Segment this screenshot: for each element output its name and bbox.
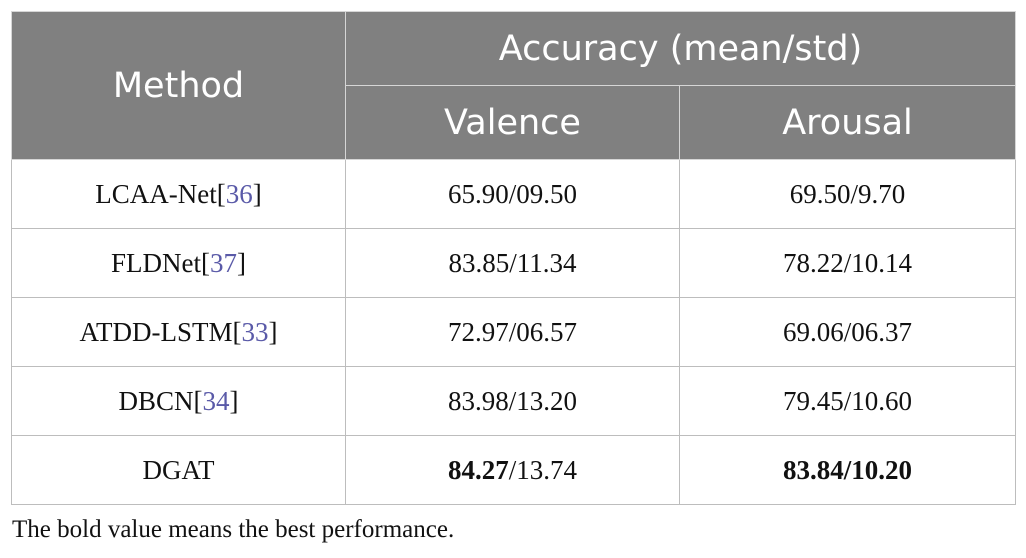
arousal-cell: 79.45/10.60 xyxy=(678,366,1017,436)
method-cell: DBCN[34] xyxy=(11,366,346,436)
table-row: ATDD-LSTM[33] 72.97/06.57 69.06/06.37 xyxy=(11,297,1017,367)
arousal-header: Arousal xyxy=(678,85,1017,160)
method-name: LCAA-Net xyxy=(95,178,217,209)
valence-cell: 84.27/13.74 xyxy=(345,435,680,505)
citation-link[interactable]: 36 xyxy=(225,178,253,209)
method-cell: FLDNet[37] xyxy=(11,228,346,298)
arousal-value: 79.45/10.60 xyxy=(783,385,913,416)
valence-best: 84.27 xyxy=(447,454,509,485)
method-cell: DGAT xyxy=(11,435,346,505)
method-name: DBCN xyxy=(118,385,194,416)
citation-link[interactable]: 33 xyxy=(241,316,269,347)
valence-value: 72.97/06.57 xyxy=(447,316,577,347)
valence-header: Valence xyxy=(345,85,680,160)
citation-link[interactable]: 37 xyxy=(210,247,237,278)
valence-value: /13.74 xyxy=(508,454,577,485)
method-cell: LCAA-Net[36] xyxy=(11,159,346,229)
table-row: DGAT 84.27/13.74 83.84/10.20 xyxy=(11,435,1017,505)
method-cell: ATDD-LSTM[33] xyxy=(11,297,346,367)
arousal-value: 78.22/10.14 xyxy=(783,247,913,278)
arousal-cell: 83.84/10.20 xyxy=(678,435,1017,505)
valence-cell: 72.97/06.57 xyxy=(345,297,680,367)
header-row-sub: Valence Arousal xyxy=(12,85,1017,160)
method-name: DGAT xyxy=(142,454,215,485)
table-body: LCAA-Net[36] 65.90/09.50 69.50/9.70 FLDN… xyxy=(11,159,1017,505)
header-row-top: Method Accuracy (mean/std) xyxy=(11,11,1017,160)
valence-value: 83.98/13.20 xyxy=(447,385,577,416)
citation-link[interactable]: 34 xyxy=(202,385,230,416)
valence-cell: 83.98/13.20 xyxy=(345,366,680,436)
method-name: ATDD-LSTM xyxy=(79,316,233,347)
table-footnote: The bold value means the best performanc… xyxy=(12,516,455,543)
valence-value: 83.85/11.34 xyxy=(448,247,577,278)
accuracy-header: Accuracy (mean/std) xyxy=(344,11,1017,86)
arousal-best: 83.84/10.20 xyxy=(783,454,913,485)
valence-cell: 83.85/11.34 xyxy=(345,228,680,298)
arousal-cell: 69.50/9.70 xyxy=(678,159,1017,229)
arousal-value: 69.50/9.70 xyxy=(789,178,906,209)
table-header: Method Accuracy (mean/std) Valence Arous… xyxy=(11,11,1017,160)
method-header: Method xyxy=(11,11,346,160)
arousal-cell: 78.22/10.14 xyxy=(678,228,1017,298)
method-name: FLDNet xyxy=(111,247,201,278)
valence-value: 65.90/09.50 xyxy=(447,178,577,209)
table-row: LCAA-Net[36] 65.90/09.50 69.50/9.70 xyxy=(11,159,1017,229)
table-row: FLDNet[37] 83.85/11.34 78.22/10.14 xyxy=(11,228,1017,298)
valence-cell: 65.90/09.50 xyxy=(345,159,680,229)
results-table: Method Accuracy (mean/std) Valence Arous… xyxy=(11,11,1017,505)
table-row: DBCN[34] 83.98/13.20 79.45/10.60 xyxy=(11,366,1017,436)
arousal-value: 69.06/06.37 xyxy=(783,316,913,347)
arousal-cell: 69.06/06.37 xyxy=(678,297,1017,367)
